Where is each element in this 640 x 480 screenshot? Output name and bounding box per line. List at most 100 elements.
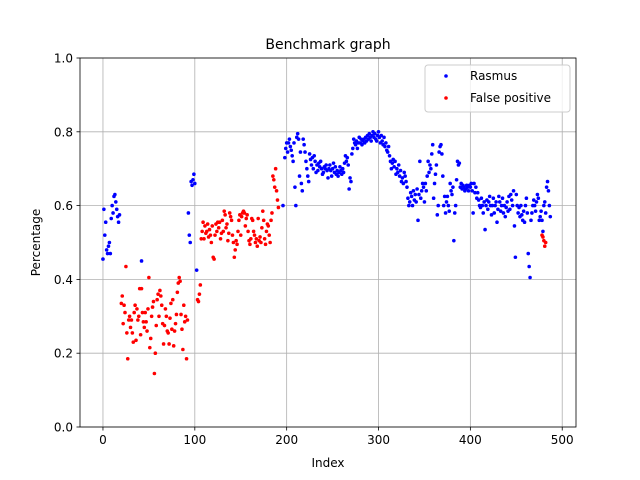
data-point [503, 214, 508, 219]
data-point [286, 141, 291, 145]
data-point [139, 286, 144, 291]
data-point [473, 190, 477, 195]
data-point [398, 168, 403, 173]
data-point [248, 242, 252, 247]
data-point [181, 347, 185, 352]
data-point [407, 203, 411, 208]
data-point [102, 207, 106, 212]
data-point [267, 233, 272, 237]
data-point [177, 275, 181, 280]
x-tick-label: 300 [367, 433, 390, 447]
data-point [396, 170, 400, 175]
data-point [269, 218, 273, 223]
data-point [491, 196, 496, 201]
data-point [175, 290, 180, 295]
data-point [192, 172, 196, 177]
data-point [122, 303, 126, 308]
data-point [430, 142, 435, 147]
data-point [107, 240, 112, 245]
data-point [498, 209, 503, 213]
data-point [243, 224, 248, 228]
data-point [150, 305, 155, 309]
data-point [301, 137, 306, 141]
data-point [390, 161, 395, 165]
data-point [508, 207, 512, 212]
data-point [470, 189, 475, 193]
data-point [451, 185, 455, 189]
x-tick-label: 100 [183, 433, 206, 447]
data-point [287, 137, 292, 141]
data-point [481, 211, 486, 215]
data-point [351, 146, 355, 151]
data-point [302, 142, 306, 147]
data-point [454, 177, 459, 182]
data-point [521, 209, 526, 213]
data-point [221, 229, 226, 234]
data-point [445, 194, 450, 199]
data-point [273, 166, 278, 171]
legend-marker-false-positive [444, 96, 448, 100]
chart-title: Benchmark graph [265, 37, 390, 53]
data-point [281, 203, 285, 208]
data-point [351, 137, 356, 141]
data-point [106, 244, 111, 248]
data-point [471, 211, 475, 215]
data-point [496, 207, 500, 212]
data-point [222, 209, 227, 213]
data-point [525, 211, 530, 215]
data-point [295, 131, 300, 136]
data-point [258, 235, 262, 239]
data-point [168, 316, 172, 320]
data-point [494, 200, 498, 204]
data-point [117, 213, 122, 217]
data-point [442, 194, 447, 199]
data-point [432, 181, 437, 186]
data-point [173, 321, 178, 326]
data-point [499, 203, 504, 208]
data-point [164, 314, 169, 319]
data-point [349, 179, 353, 184]
data-point [271, 174, 275, 178]
data-point [405, 185, 409, 189]
data-point [519, 203, 523, 208]
data-point [382, 135, 386, 140]
data-point [479, 196, 484, 201]
data-point [229, 218, 234, 223]
data-point [193, 181, 197, 186]
data-point [113, 192, 117, 197]
data-point [291, 159, 295, 164]
data-point [250, 218, 255, 223]
data-point [132, 310, 136, 315]
data-point [413, 192, 418, 197]
plot-frame [79, 57, 577, 428]
data-point [400, 176, 405, 180]
data-point [108, 251, 113, 256]
data-point [174, 312, 179, 317]
data-point [379, 133, 384, 138]
data-point [437, 150, 441, 154]
data-point [125, 331, 129, 335]
y-tick-label: 0.6 [54, 199, 73, 213]
data-point [152, 371, 157, 376]
data-point [156, 292, 160, 296]
data-point [328, 163, 332, 167]
data-point [305, 174, 310, 178]
data-point [296, 137, 301, 141]
data-point [252, 233, 257, 237]
data-point [534, 200, 539, 204]
data-point [251, 229, 256, 234]
data-point [167, 342, 171, 346]
data-point [170, 297, 175, 302]
data-point [276, 205, 281, 210]
data-point [529, 218, 533, 223]
data-point [522, 220, 527, 224]
data-point [288, 144, 293, 149]
data-point [423, 181, 428, 186]
data-point [119, 301, 124, 306]
data-point [116, 220, 121, 224]
data-point [483, 227, 487, 232]
data-point [180, 327, 184, 332]
data-point [128, 325, 133, 330]
data-point [403, 174, 407, 178]
data-point [329, 174, 334, 178]
